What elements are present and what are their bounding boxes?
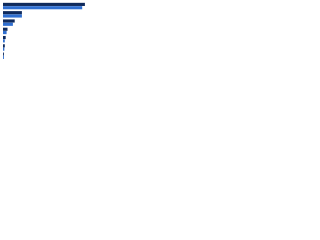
bar	[3, 27, 8, 31]
bar	[3, 52, 4, 56]
bar	[3, 35, 6, 40]
bar	[3, 39, 5, 43]
bar	[3, 14, 22, 18]
plot-area	[3, 2, 85, 60]
chart	[3, 2, 85, 60]
bar	[3, 31, 7, 35]
bar	[3, 2, 85, 6]
bar	[3, 11, 22, 15]
bar	[3, 6, 83, 10]
bar	[3, 47, 5, 51]
bar	[3, 22, 13, 26]
bar	[3, 55, 4, 60]
bar	[3, 44, 5, 48]
bar	[3, 19, 15, 23]
